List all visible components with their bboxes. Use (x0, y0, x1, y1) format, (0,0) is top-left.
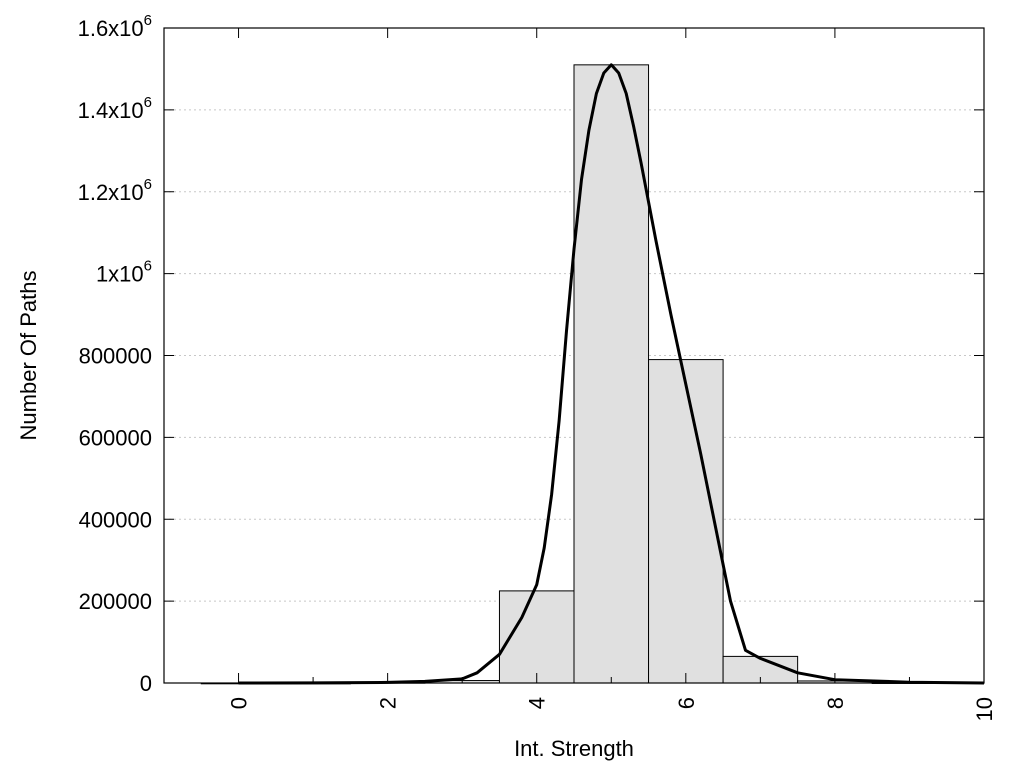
y-tick-label: 600000 (79, 425, 152, 450)
x-tick-label: 8 (823, 697, 848, 709)
histogram-bar (498, 590, 575, 684)
y-tick-label: 800000 (79, 344, 152, 369)
x-tick-label: 6 (674, 697, 699, 709)
fit-curve-layer (238, 63, 985, 685)
y-axis-label: Number Of Paths (16, 271, 41, 441)
y-tick-label: 1x106 (96, 258, 152, 287)
fit-curve (238, 63, 985, 685)
y-tick-label: 1.6x106 (78, 12, 152, 41)
y-tick-label: 200000 (79, 589, 152, 614)
x-axis-label: Int. Strength (514, 736, 634, 761)
histogram-bars (200, 64, 948, 685)
axis-ticks (164, 27, 985, 684)
y-tick-label: 1.2x106 (78, 176, 152, 205)
y-tick-label: 1.4x106 (78, 94, 152, 123)
tick-labels: 0 200000 400000 600000 800000 1x106 1.2x106 1.4… (78, 12, 997, 721)
histogram-bar (573, 64, 650, 684)
x-tick-label: 0 (227, 697, 252, 709)
y-tick-label: 400000 (79, 507, 152, 532)
y-tick-label: 0 (140, 671, 152, 696)
x-tick-label: 4 (525, 697, 550, 709)
x-tick-label: 2 (376, 697, 401, 709)
x-tick-label: 10 (972, 697, 997, 721)
histogram-bar (648, 359, 724, 684)
